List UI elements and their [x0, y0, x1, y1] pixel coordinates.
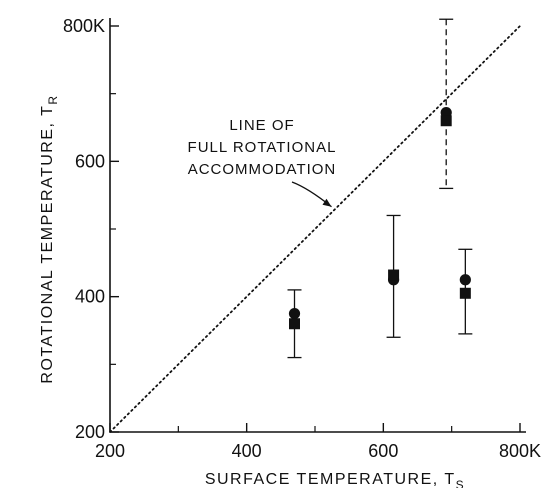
x-tick-label-400: 400 — [232, 441, 262, 461]
square-point-4 — [459, 287, 471, 299]
y-axis-title: ROTATIONAL TEMPERATURE, TR — [39, 94, 60, 383]
x-tick-label-800: 800K — [499, 441, 541, 461]
data-points-group — [288, 107, 471, 330]
annotation-line-3: ACCOMMODATION — [188, 161, 337, 178]
y-tick-label-600: 600 — [75, 151, 105, 171]
square-point-1 — [289, 318, 300, 330]
circle-point-1 — [288, 307, 301, 320]
full-rotational-accommodation-line — [109, 25, 521, 433]
x-tick-label-600: 600 — [368, 441, 398, 461]
circle-point-4 — [459, 274, 471, 286]
square-point-3 — [440, 115, 452, 127]
annotation-arrowhead — [322, 198, 332, 207]
error-bars-group — [287, 18, 473, 359]
square-point-2 — [388, 269, 400, 281]
y-tick-label-200: 200 — [75, 422, 105, 442]
y-tick-label-400: 400 — [75, 287, 105, 307]
x-axis-title: SURFACE TEMPERATURE, TS — [205, 471, 465, 488]
x-tick-label-200: 200 — [95, 441, 125, 461]
y-tick-label-800: 800K — [63, 16, 105, 36]
annotation-line-1: LINE OF — [229, 117, 294, 134]
labels-group: 200 400 600 800K 200 400 600 800K SURFACE TEMPER… — [39, 16, 541, 488]
annotation-line-2: FULL ROTATIONAL — [188, 139, 337, 156]
reference-line-group — [109, 25, 521, 433]
axes — [109, 18, 526, 433]
